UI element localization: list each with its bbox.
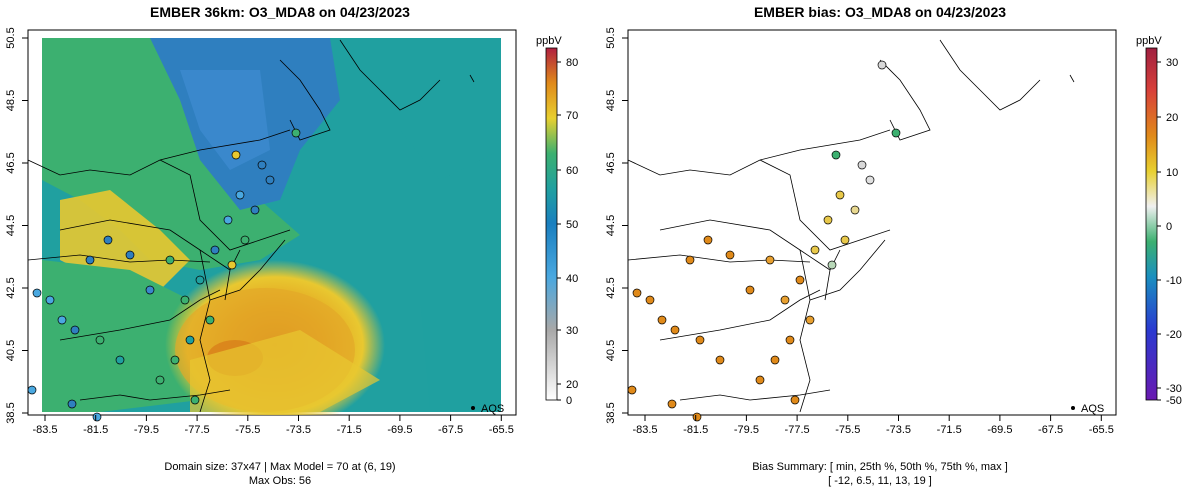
x-tick-label: -81.5: [683, 424, 708, 436]
colorbar-tick-label: -50: [1166, 395, 1182, 407]
model-boundaries: [28, 39, 475, 413]
y-tick-label: 40.5: [605, 340, 617, 361]
model-y-axis: 50.5 48.5 46.5 44.5 42.5 40.5 38.5: [5, 27, 28, 424]
bias-legend-label: AQS: [1081, 403, 1104, 415]
x-tick-label: -71.5: [337, 424, 362, 436]
x-tick-label: -83.5: [32, 424, 57, 436]
x-tick-label: -75.5: [235, 424, 260, 436]
bias-obs-points: [627, 60, 901, 422]
x-tick-label: -73.5: [886, 424, 911, 436]
y-tick-label: 44.5: [5, 215, 17, 236]
bias-x-axis: -83.5 -81.5 -79.5 -77.5 -75.5 -73.5 -71.5 -69.5…: [632, 415, 1114, 436]
colorbar-tick-label: 70: [566, 110, 578, 122]
x-tick-label: -77.5: [785, 424, 810, 436]
y-tick-label: 44.5: [605, 215, 617, 236]
model-legend-marker: [471, 406, 475, 410]
bias-map-title: EMBER bias: O3_MDA8 on 04/23/2023: [753, 4, 1007, 20]
bias-plot-frame: [627, 29, 1117, 416]
model-panel: EMBER 36km: O3_MDA8 on 04/23/2023: [5, 4, 578, 487]
x-tick-label: -83.5: [632, 424, 657, 436]
x-tick-label: -65.5: [489, 424, 514, 436]
x-tick-label: -81.5: [83, 424, 108, 436]
bias-map-svg: AQS -83.5 -81.5 -79.5 -77.5 -75.5 -73.5 -71.5-…: [605, 27, 1182, 436]
x-tick-label: -67.5: [1038, 424, 1063, 436]
y-tick-label: 46.5: [5, 152, 17, 173]
colorbar-tick-label: 30: [1166, 57, 1178, 69]
colorbar-tick-label: -10: [1166, 275, 1182, 287]
bias-caption-line1: Bias Summary: [ min, 25th %, 50th %, 75t…: [752, 461, 1008, 473]
x-tick-label: -67.5: [438, 424, 463, 436]
model-x-axis: -83.5 -81.5 -79.5 -77.5 -75.5 -73.5 -71.5 -69.5…: [32, 415, 514, 436]
bias-caption-line2: [ -12, 6.5, 11, 13, 19 ]: [828, 475, 932, 487]
y-tick-label: 42.5: [5, 277, 17, 298]
bias-colorbar: [1145, 47, 1158, 401]
colorbar-tick-label: -20: [1166, 329, 1182, 341]
model-caption-line1: Domain size: 37x47 | Max Model = 70 at (…: [164, 461, 396, 473]
y-tick-label: 42.5: [605, 277, 617, 298]
bias-y-axis: 50.5 48.5 46.5 44.5 42.5 40.5 38.5: [605, 27, 628, 424]
model-obs-points: [27, 128, 301, 422]
y-tick-label: 40.5: [5, 340, 17, 361]
colorbar-tick-label: 50: [566, 219, 578, 231]
model-map-svg: AQS -83.5 -81.5 -79.5 -77.5 -75.5 -73.5 -71.5-…: [5, 27, 578, 436]
colorbar-tick-label: 10: [1166, 167, 1178, 179]
y-tick-label: 38.5: [605, 402, 617, 423]
model-colorbar-ticks: 80 70 60 50 40 30 20 0: [557, 57, 578, 407]
y-tick-label: 50.5: [605, 27, 617, 48]
colorbar-tick-label: -30: [1166, 383, 1182, 395]
colorbar-tick-label: 0: [1166, 221, 1172, 233]
model-colorbar-unit: ppbV: [536, 35, 562, 47]
x-tick-label: -65.5: [1089, 424, 1114, 436]
bias-legend-marker: [1071, 406, 1075, 410]
x-tick-label: -79.5: [134, 424, 159, 436]
model-field: [42, 38, 501, 415]
x-tick-label: -77.5: [185, 424, 210, 436]
x-tick-label: -79.5: [734, 424, 759, 436]
bias-panel: EMBER bias: O3_MDA8 on 04/23/2023: [600, 0, 1200, 502]
y-tick-label: 46.5: [605, 152, 617, 173]
model-caption-line2: Max Obs: 56: [248, 475, 312, 487]
colorbar-tick-label: 30: [566, 325, 578, 337]
x-tick-label: -69.5: [387, 424, 412, 436]
colorbar-tick-label: 80: [566, 57, 578, 69]
bias-colorbar-unit: ppbV: [1136, 35, 1162, 47]
colorbar-tick-label: 20: [1166, 112, 1178, 124]
colorbar-tick-label: 60: [566, 165, 578, 177]
x-tick-label: -71.5: [937, 424, 962, 436]
x-tick-label: -75.5: [835, 424, 860, 436]
colorbar-tick-label: 0: [566, 395, 572, 407]
colorbar-tick-label: 40: [566, 273, 578, 285]
model-map-title: EMBER 36km: O3_MDA8 on 04/23/2023: [150, 4, 410, 20]
model-colorbar: [545, 47, 558, 401]
model-legend-label: AQS: [481, 403, 504, 415]
y-tick-label: 48.5: [605, 90, 617, 111]
x-tick-label: -69.5: [987, 424, 1012, 436]
bias-colorbar-ticks: 30 20 10 0 -10 -20 -30-50: [1157, 57, 1182, 407]
y-tick-label: 48.5: [5, 90, 17, 111]
colorbar-tick-label: 20: [566, 379, 578, 391]
y-tick-label: 50.5: [5, 27, 17, 48]
y-tick-label: 38.5: [5, 402, 17, 423]
x-tick-label: -73.5: [286, 424, 311, 436]
